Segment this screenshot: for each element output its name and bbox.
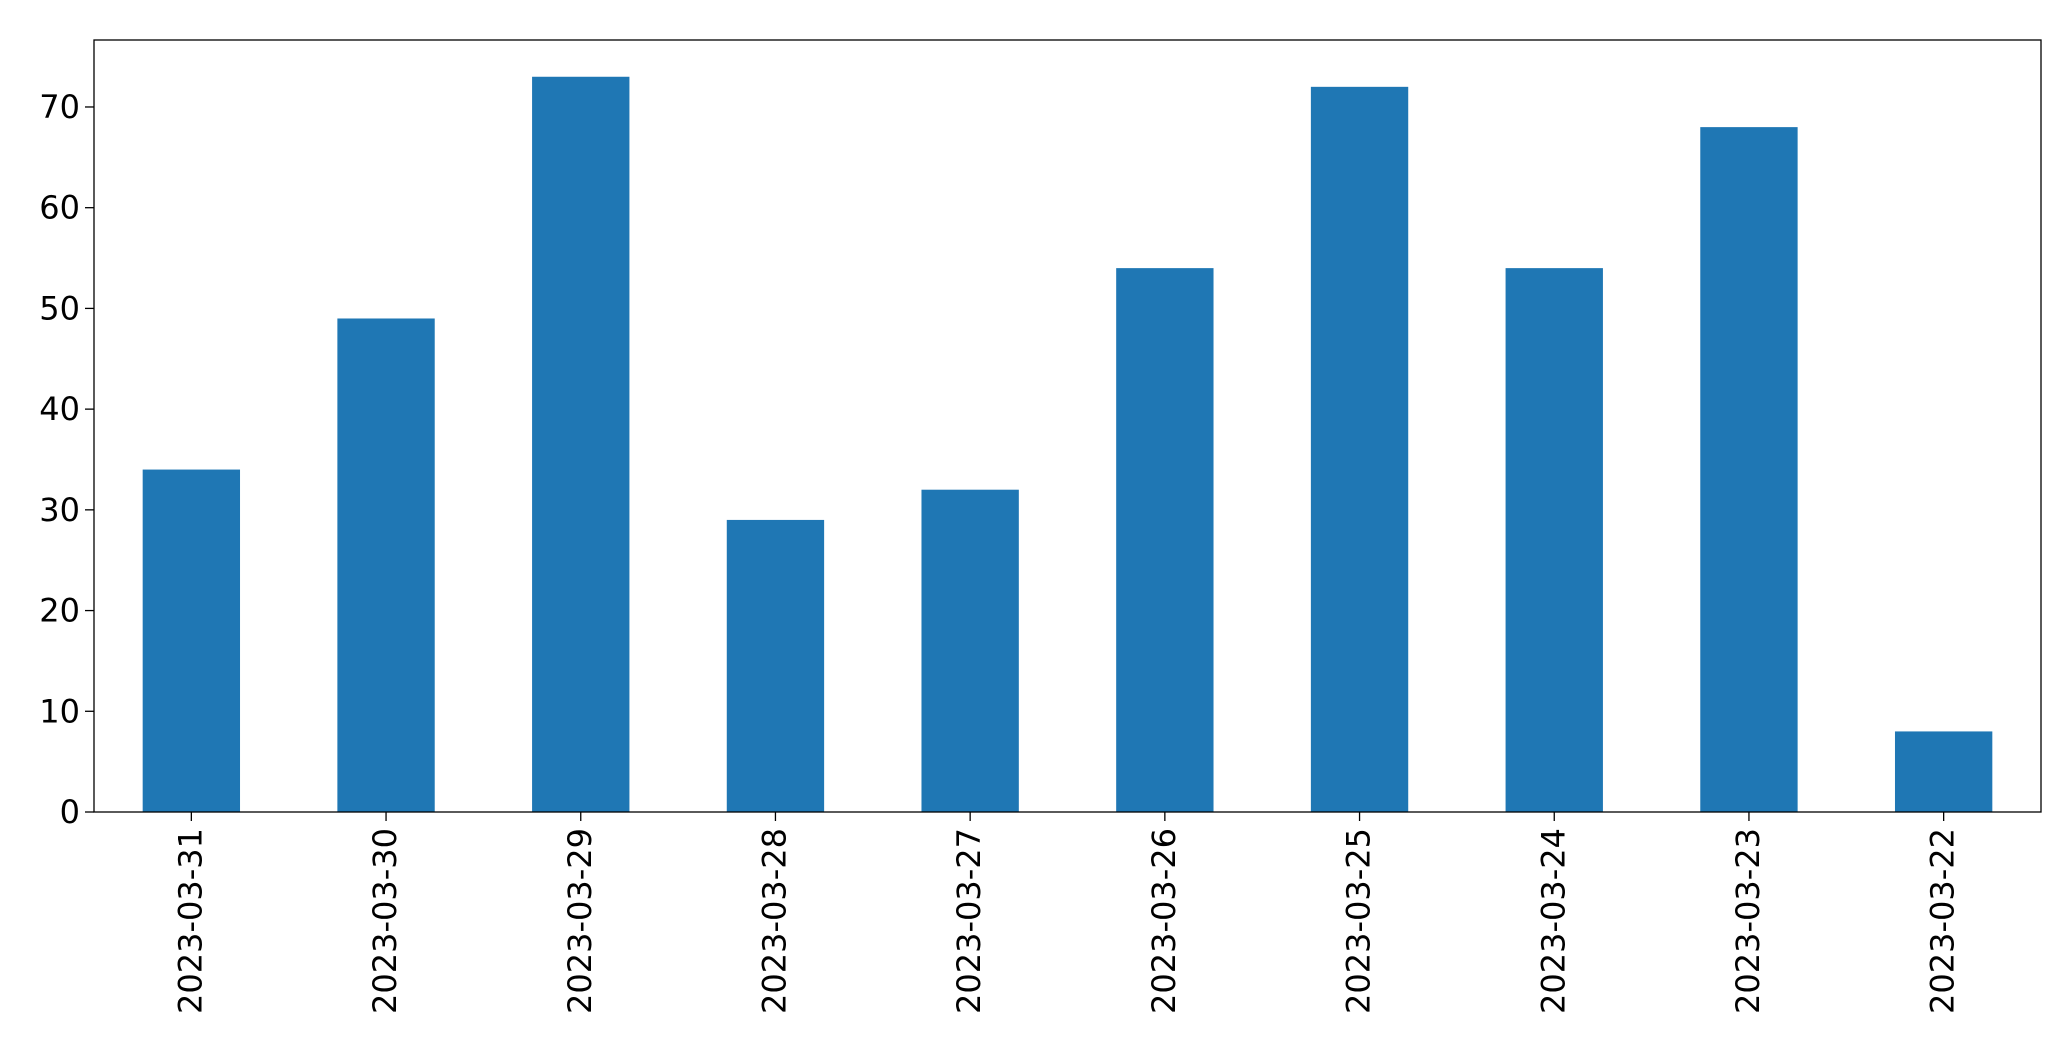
bar <box>1116 268 1214 812</box>
x-tick-label: 2023-03-22 <box>1924 828 1962 1014</box>
bar <box>1505 268 1603 812</box>
x-tick-label: 2023-03-28 <box>755 828 793 1014</box>
bar <box>921 489 1019 812</box>
bar <box>726 519 825 812</box>
x-tick-label: 2023-03-30 <box>366 828 404 1014</box>
bar <box>142 469 241 812</box>
bar <box>1894 731 1993 812</box>
x-tick-label: 2023-03-26 <box>1145 828 1183 1014</box>
bar <box>532 76 630 812</box>
bar <box>337 318 435 812</box>
y-tick-label: 40 <box>39 390 80 428</box>
y-tick-label: 10 <box>39 692 80 730</box>
x-tick-label: 2023-03-31 <box>171 828 209 1014</box>
x-tick-label: 2023-03-29 <box>561 828 599 1014</box>
x-tick-label: 2023-03-23 <box>1729 828 1767 1014</box>
x-tick-label: 2023-03-27 <box>950 828 988 1014</box>
y-tick-label: 0 <box>60 793 80 831</box>
x-tick-label: 2023-03-25 <box>1340 828 1378 1014</box>
y-tick-label: 70 <box>39 88 80 126</box>
plot-frame <box>93 39 2042 813</box>
bar <box>1310 86 1409 812</box>
bar <box>1700 127 1798 813</box>
y-tick-label: 60 <box>39 189 80 227</box>
y-tick-label: 20 <box>39 592 80 630</box>
x-tick-label: 2023-03-24 <box>1534 828 1572 1014</box>
y-tick-label: 30 <box>39 491 80 529</box>
y-tick-label: 50 <box>39 289 80 327</box>
